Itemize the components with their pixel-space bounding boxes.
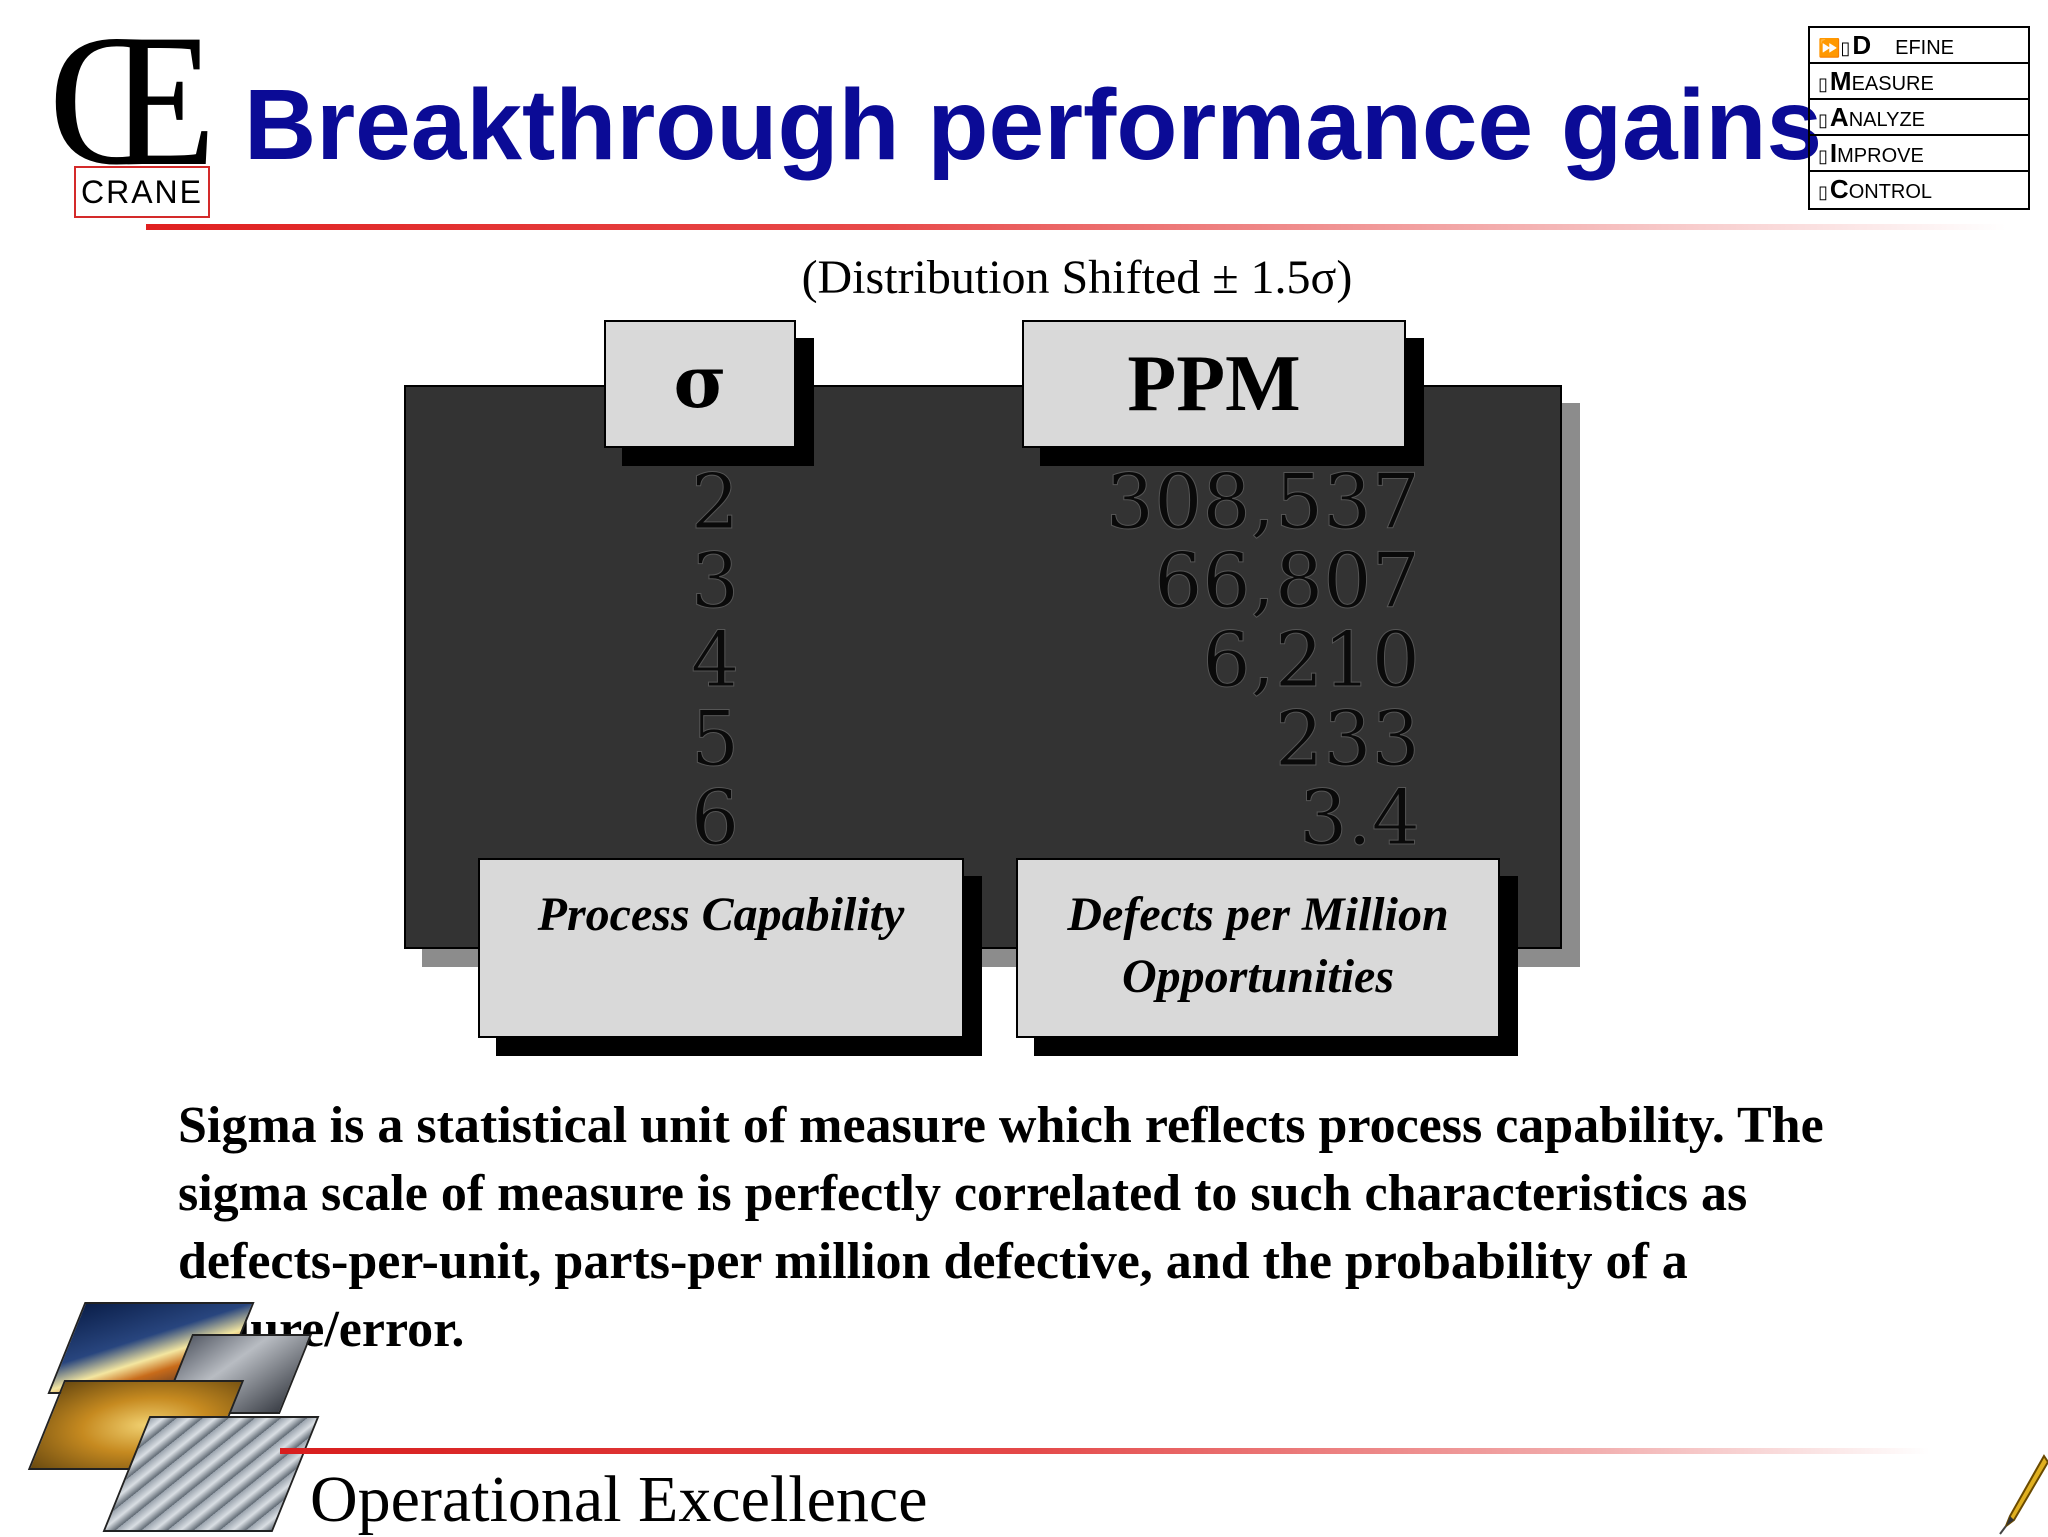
sigma-value: 4 [690,615,740,704]
logo-name: CRANE [80,174,203,210]
dmaic-item-label: MPROVE [1837,145,1924,167]
sigma-value: 3 [690,536,740,625]
sigma-value: 2 [690,457,740,546]
dmaic-item-initial: D [1852,30,1872,60]
logo-badge: CRANE [74,166,210,218]
dmaic-item-analyze[interactable]: ▯ANALYZE [1810,100,2028,136]
dmaic-item-define[interactable]: ⏩▯D EFINE [1810,28,2028,64]
ppm-value: 233 [1274,694,1420,783]
dmaic-item-label: NALYZE [1848,109,1926,131]
dmaic-item-measure[interactable]: ▯MEASURE [1810,64,2028,100]
slide-title: Breakthrough performance gains [244,69,1823,181]
dpmo-label: Defects per Million Opportunities [1016,858,1500,1038]
title-divider [146,224,2006,230]
fast-forward-icon: ⏩▯ [1818,38,1851,58]
ppm-values-column: 308,537 66,807 6,210 233 3.4 [940,457,1421,862]
checkbox-icon: ▯ [1818,110,1828,130]
ppm-value: 6,210 [1202,615,1421,704]
dmaic-item-label: ONTROL [1848,181,1933,203]
dmaic-item-initial: C [1829,174,1849,204]
dmaic-menu: ⏩▯D EFINE ▯MEASURE ▯ANALYZE ▯IMPROVE ▯CON… [1808,26,2030,210]
footer-divider [280,1448,1930,1454]
process-capability-label: Process Capability [478,858,964,1038]
sigma-value: 6 [690,773,740,862]
ppm-value: 66,807 [1154,536,1421,625]
pen-icon [1999,1454,2048,1535]
dmaic-item-improve[interactable]: ▯IMPROVE [1810,136,2028,172]
dmaic-item-control[interactable]: ▯CONTROL [1810,172,2028,208]
sigma-table-panel [404,385,1562,949]
dmaic-item-initial: A [1829,102,1849,132]
dmaic-item-initial: M [1829,66,1852,96]
sigma-values-column: 2 3 4 5 6 [640,457,790,862]
checkbox-icon: ▯ [1818,182,1828,202]
checkbox-icon: ▯ [1818,146,1828,166]
dmaic-item-label: EASURE [1851,73,1934,95]
decorative-photo-collage [26,1298,326,1536]
dmaic-item-label: EFINE [1895,37,1955,59]
body-paragraph: Sigma is a statistical unit of measure w… [178,1097,1824,1358]
checkbox-icon: ▯ [1818,74,1828,94]
ppm-value: 308,537 [1105,457,1420,546]
sigma-value: 5 [690,694,740,783]
footer-title: Operational Excellence [310,1463,928,1536]
ppm-value: 3.4 [1299,773,1421,862]
ppm-column-header: PPM [1022,320,1406,448]
sigma-column-header: σ [604,320,796,448]
logo-mark: Œ [48,0,217,206]
dmaic-item-initial: I [1829,138,1838,168]
subtitle: (Distribution Shifted ± 1.5σ) [801,251,1353,304]
